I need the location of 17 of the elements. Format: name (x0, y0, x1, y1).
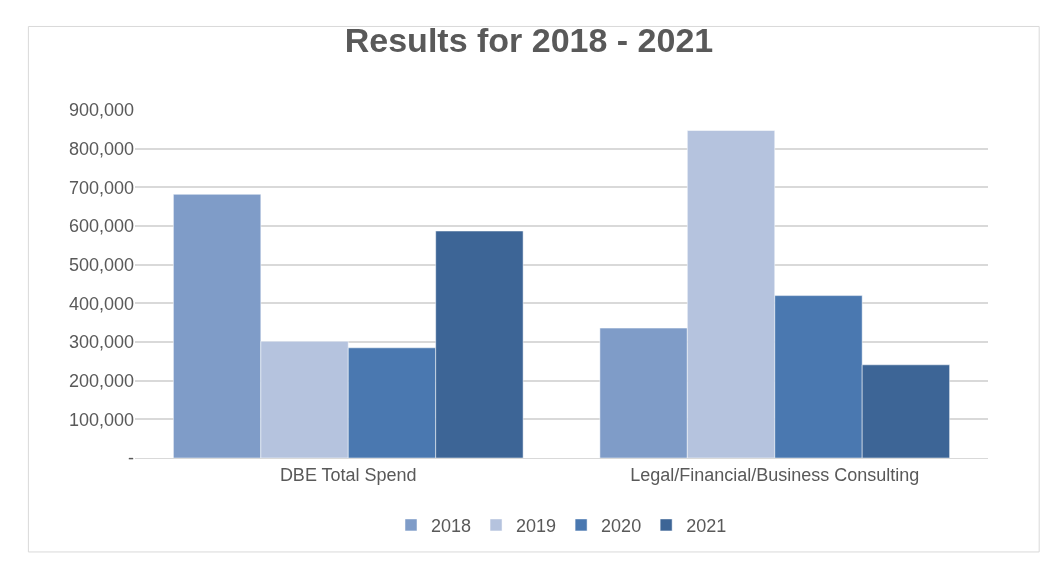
legend-label: 2018 (431, 515, 472, 536)
legend-label: 2020 (601, 515, 642, 536)
y-tick-label: 600,000 (68, 216, 134, 237)
legend-label: 2021 (686, 515, 727, 536)
legend-label: 2019 (516, 515, 557, 536)
y-tick-label: 900,000 (68, 100, 134, 121)
y-tick-label: 800,000 (68, 138, 134, 159)
y-tick-label: 400,000 (68, 293, 134, 314)
x-tick-label: Legal/Financial/Business Consulting (630, 464, 920, 485)
y-tick-label: 700,000 (68, 177, 134, 198)
x-tick-label: DBE Total Spend (279, 464, 417, 485)
y-tick-label: - (128, 448, 134, 469)
y-tick-label: 500,000 (68, 254, 134, 275)
y-tick-label: 100,000 (68, 409, 134, 430)
chart-title: Results for 2018 - 2021 (344, 21, 714, 60)
y-tick-label: 200,000 (68, 370, 134, 391)
y-tick-label: 300,000 (68, 332, 134, 353)
